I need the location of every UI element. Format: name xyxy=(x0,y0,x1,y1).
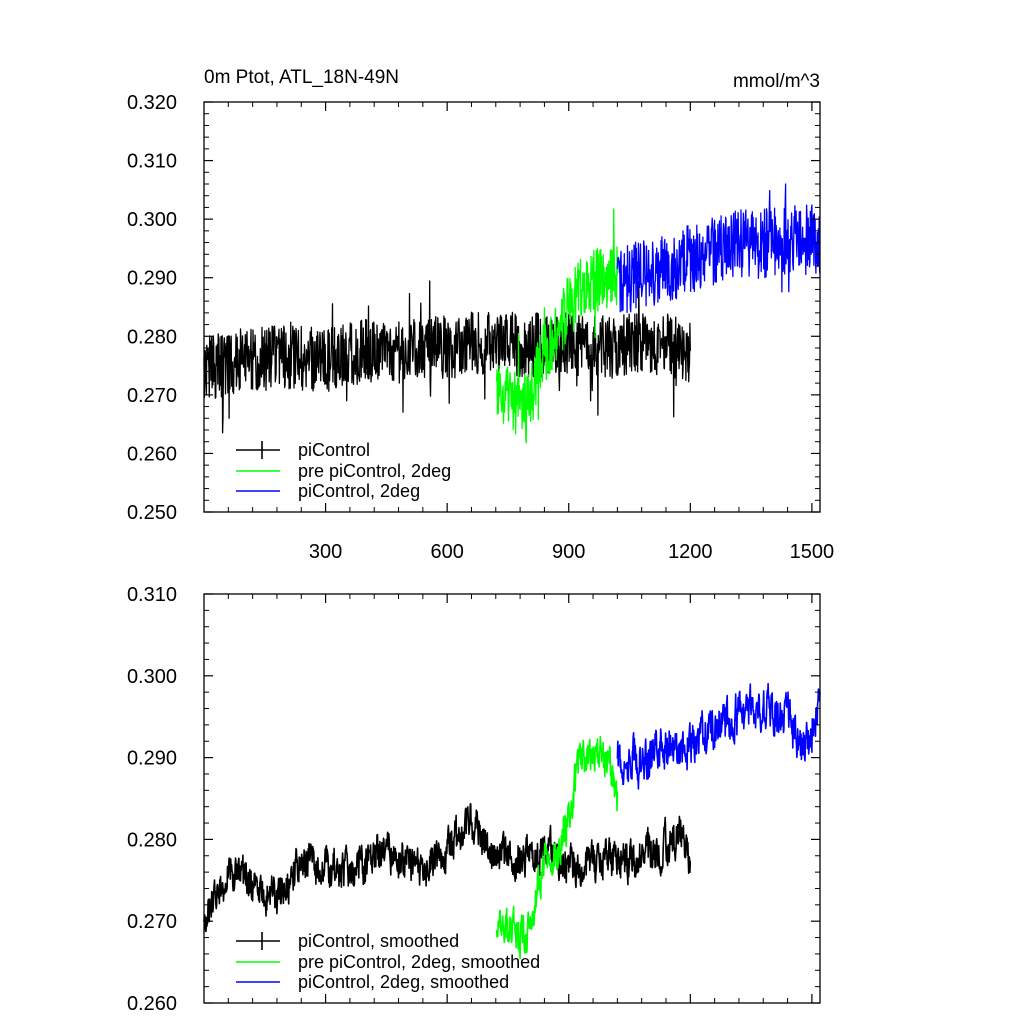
top-panel-units: mmol/m^3 xyxy=(733,71,820,92)
y-tick-label: 0.260 xyxy=(127,443,177,465)
series-line-pre-picontrol-2deg xyxy=(495,208,619,444)
bottom-axes: 0.260 0.270 0.280 0.290 0.300 0.310 xyxy=(127,584,821,1015)
x-tick-label: 600 xyxy=(430,541,463,563)
x-tick-label: 300 xyxy=(309,541,342,563)
y-tick-label: 0.270 xyxy=(127,385,177,407)
legend-label-picontrol: piControl xyxy=(298,440,370,460)
legend-label-picontrol-smoothed: piControl, smoothed xyxy=(298,931,459,951)
top-panel-title: 0m Ptot, ATL_18N-49N xyxy=(204,67,399,88)
legend-label-picontrol-2deg-smoothed: piControl, 2deg, smoothed xyxy=(298,972,509,992)
series-line-picontrol-2deg xyxy=(616,183,821,314)
top-legend: piControl pre piControl, 2deg piControl,… xyxy=(236,440,451,501)
x-tick-label: 1500 xyxy=(790,541,835,563)
y-tick-label: 0.270 xyxy=(127,911,177,933)
y-tick-label: 0.290 xyxy=(127,748,177,770)
y-tick-label: 0.300 xyxy=(127,209,177,231)
bottom-legend: piControl, smoothed pre piControl, 2deg,… xyxy=(236,931,540,992)
y-tick-label: 0.310 xyxy=(127,584,177,606)
series-line-picontrol-2deg-smoothed xyxy=(616,682,821,790)
top-plot-lines xyxy=(203,183,821,444)
legend-label-pre-picontrol-smoothed: pre piControl, 2deg, smoothed xyxy=(298,952,540,972)
bottom-panel: 0.260 0.270 0.280 0.290 0.300 0.310 piControl… xyxy=(127,584,821,1015)
series-line-picontrol xyxy=(203,280,691,434)
plot-frame xyxy=(203,101,821,513)
y-tick-label: 0.260 xyxy=(127,993,177,1015)
top-axes: 0.250 0.260 0.270 0.280 0.290 0.300 0.310 0.320… xyxy=(127,92,834,563)
legend-label-picontrol-2deg: piControl, 2deg xyxy=(298,481,420,501)
y-tick-label: 0.310 xyxy=(127,151,177,173)
plot-frame xyxy=(203,593,821,1004)
y-tick-label: 0.290 xyxy=(127,268,177,290)
y-tick-label: 0.300 xyxy=(127,666,177,688)
y-tick-label: 0.280 xyxy=(127,326,177,348)
top-panel: 0m Ptot, ATL_18N-49N mmol/m^3 0.250 0.260… xyxy=(127,67,834,563)
x-tick-label: 900 xyxy=(552,541,585,563)
y-tick-label: 0.250 xyxy=(127,502,177,524)
x-tick-label: 1200 xyxy=(668,541,713,563)
bottom-plot-lines xyxy=(203,682,821,960)
legend-label-pre-picontrol: pre piControl, 2deg xyxy=(298,461,451,481)
series-line-picontrol-smoothed xyxy=(203,803,692,933)
y-tick-label: 0.280 xyxy=(127,829,177,851)
y-tick-label: 0.320 xyxy=(127,92,177,114)
series-line-pre-picontrol-2deg-smoothed xyxy=(495,735,619,960)
